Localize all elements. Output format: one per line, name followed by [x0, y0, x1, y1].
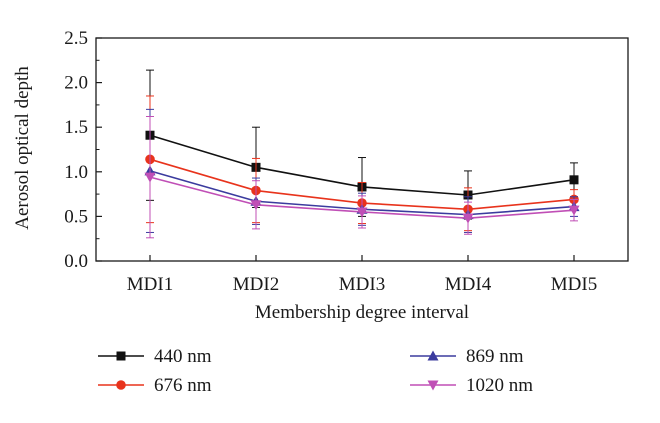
legend: 440 nm 676 nm 869 nm 1020 nm [98, 346, 533, 396]
series-layer [144, 69, 580, 239]
data-point [116, 351, 126, 361]
legend-label: 869 nm [466, 346, 524, 367]
legend-label: 1020 nm [466, 375, 533, 396]
series-1020-nm [144, 115, 580, 239]
legend-item: 676 nm [98, 375, 212, 396]
y-axis-title: Aerosol optical depth [12, 66, 33, 230]
y-tick-label: 1.5 [64, 117, 88, 138]
data-point [250, 200, 262, 211]
y-tick-label: 2.5 [64, 28, 88, 49]
x-tick-label: MDI4 [445, 274, 492, 295]
data-point [568, 205, 580, 216]
y-tick-label: 0.0 [64, 251, 88, 272]
ticks: 0.0 0.5 1.0 1.5 2.0 2.5 MDI1 MDI2 MDI3 MDI4 MDI5 [64, 28, 597, 295]
x-tick-label: MDI2 [233, 274, 279, 295]
legend-item: 440 nm [98, 346, 212, 367]
x-tick-label: MDI3 [339, 274, 385, 295]
data-point [356, 207, 368, 218]
y-tick-label: 1.0 [64, 162, 88, 183]
legend-label: 676 nm [154, 375, 212, 396]
y-tick-label: 0.5 [64, 206, 88, 227]
y-tick-label: 2.0 [64, 73, 88, 94]
x-tick-label: MDI5 [551, 274, 597, 295]
x-tick-label: MDI1 [127, 274, 173, 295]
data-point [144, 172, 156, 183]
data-point [116, 380, 126, 390]
data-point [427, 350, 439, 361]
legend-item: 1020 nm [410, 375, 533, 396]
data-point [427, 380, 439, 391]
x-axis-title: Membership degree interval [255, 302, 469, 323]
data-point [569, 175, 579, 185]
data-point [462, 213, 474, 224]
legend-label: 440 nm [154, 346, 212, 367]
legend-item: 869 nm [410, 346, 524, 367]
